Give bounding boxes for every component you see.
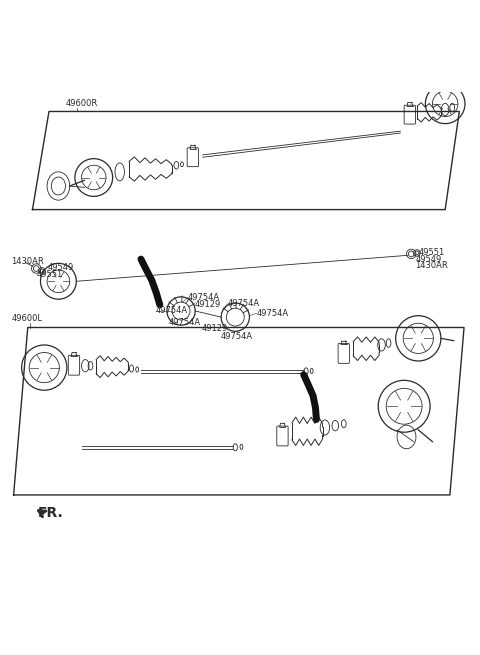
Text: 49551: 49551: [36, 270, 62, 279]
Text: 49549: 49549: [416, 255, 442, 263]
Text: 49551: 49551: [418, 248, 444, 257]
Text: 49129: 49129: [201, 324, 228, 333]
Text: 49129: 49129: [194, 300, 220, 309]
Text: FR.: FR.: [38, 506, 64, 520]
Text: 49754A: 49754A: [220, 333, 252, 341]
Text: 49754A: 49754A: [227, 299, 259, 309]
Text: 1430AR: 1430AR: [416, 261, 448, 271]
Text: 1430AR: 1430AR: [11, 257, 44, 266]
Text: 49549: 49549: [48, 263, 74, 272]
Text: 49754A: 49754A: [187, 293, 219, 303]
Text: 49754A: 49754A: [168, 318, 201, 328]
Text: 49754A: 49754A: [156, 307, 188, 316]
Text: 49754A: 49754A: [256, 309, 288, 318]
Text: 49600L: 49600L: [11, 314, 42, 323]
Text: 49600R: 49600R: [65, 99, 98, 108]
